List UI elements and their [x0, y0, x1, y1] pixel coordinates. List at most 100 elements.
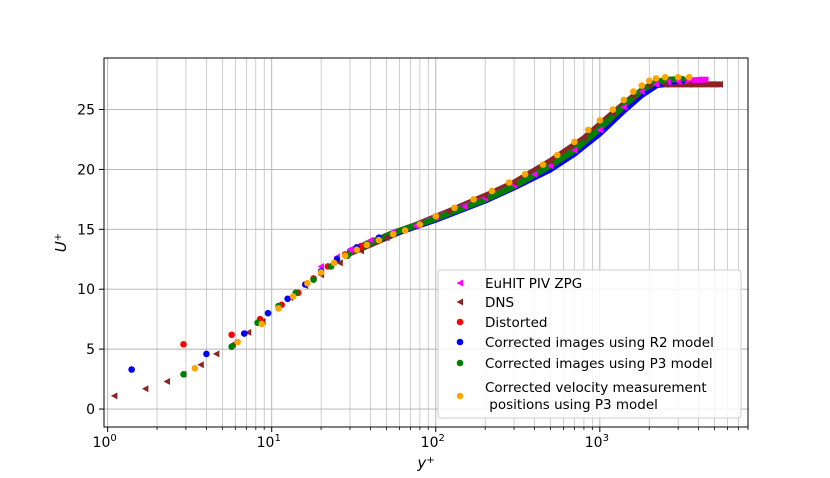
x-axis-label: y+ [416, 454, 434, 472]
data-point [652, 75, 660, 82]
x-tick-exponent: 3 [603, 433, 609, 444]
data-point [197, 361, 204, 369]
data-point [240, 330, 248, 337]
data-point [451, 204, 458, 212]
legend-label-line: positions using P3 model [485, 397, 658, 413]
data-point [470, 196, 477, 203]
data-point [416, 221, 424, 228]
legend-label: DNS [485, 295, 514, 311]
x-tick-label: 101 [257, 433, 281, 451]
data-point [695, 76, 702, 84]
legend-label: Corrected velocity measurement positions… [485, 380, 707, 413]
data-point [645, 77, 653, 85]
y-tick-label: 0 [86, 402, 95, 418]
data-point [264, 309, 272, 317]
data-point [661, 73, 669, 81]
y-axis-label: U+ [52, 233, 70, 252]
data-point [289, 293, 297, 300]
x-axis-label-main: y [416, 454, 427, 472]
data-point [357, 247, 364, 255]
data-point [432, 212, 440, 220]
data-point [330, 259, 338, 267]
data-point [110, 392, 118, 400]
data-point [163, 378, 170, 385]
legend-box [437, 269, 742, 419]
data-point [630, 88, 637, 95]
data-point [638, 88, 645, 95]
data-point [346, 246, 353, 254]
data-point [510, 179, 517, 187]
data-point [310, 276, 317, 283]
data-point [531, 170, 538, 178]
data-point [701, 76, 709, 84]
data-point [488, 187, 496, 195]
legend-marker [456, 318, 464, 326]
legend-label: Corrected images using R2 model [485, 335, 714, 351]
data-point [191, 364, 199, 372]
legend-label: Corrected images using P3 model [485, 356, 713, 372]
data-point [553, 151, 561, 159]
data-point [341, 252, 349, 259]
x-tick-exponent: 2 [439, 433, 445, 444]
legend-marker [456, 279, 463, 287]
data-point [716, 80, 723, 88]
legend-label-line: Corrected velocity measurement [485, 380, 707, 396]
data-point [547, 157, 554, 165]
data-point [382, 234, 390, 242]
y-tick-label: 25 [77, 103, 95, 119]
x-tick-label: 100 [93, 433, 117, 451]
data-point [389, 230, 397, 238]
data-point [317, 269, 325, 276]
y-tick-label: 10 [77, 282, 95, 298]
data-point [461, 203, 468, 211]
data-point [304, 279, 311, 287]
data-point [375, 236, 383, 244]
x-tick-base: 10 [93, 435, 111, 451]
legend: EuHIT PIV ZPG DNS Distorted Corrected image… [437, 269, 742, 419]
data-point [596, 116, 604, 124]
data-point [142, 385, 149, 393]
data-point [505, 179, 513, 186]
axes-frame [103, 57, 749, 428]
data-point [661, 80, 669, 88]
data-point [367, 236, 374, 244]
data-point [571, 138, 578, 146]
data-point [685, 80, 693, 88]
data-point [685, 73, 693, 81]
data-points [110, 73, 723, 400]
data-point [228, 331, 235, 339]
data-point [584, 126, 592, 134]
data-point [317, 263, 325, 270]
legend-marker [456, 359, 464, 367]
data-point [203, 350, 210, 358]
y-tick-label: 20 [77, 162, 95, 178]
data-point [284, 295, 291, 303]
data-point [596, 126, 603, 134]
legend-label: Distorted [485, 315, 547, 331]
legend-marker [456, 338, 464, 346]
data-point [275, 305, 282, 312]
data-point [539, 161, 547, 168]
x-tick-base: 10 [257, 435, 275, 451]
x-tick-exponent: 0 [110, 433, 116, 444]
legend-marker [456, 392, 464, 400]
y-axis-label-main: U [52, 241, 70, 252]
x-axis-label-sup: + [426, 455, 434, 466]
data-point [363, 241, 371, 249]
data-point [645, 82, 653, 90]
data-point [258, 320, 266, 328]
data-point [234, 338, 241, 346]
data-point [336, 259, 343, 267]
data-point [570, 146, 578, 154]
y-tick-label: 5 [86, 342, 95, 358]
y-axis-label-sup: + [53, 233, 64, 241]
legend-marker [456, 298, 463, 306]
x-tick-base: 10 [421, 435, 439, 451]
data-point [228, 343, 235, 351]
data-point [244, 328, 252, 336]
legend-label: EuHIT PIV ZPG [485, 276, 582, 292]
data-point [547, 162, 554, 170]
data-point [609, 106, 617, 113]
